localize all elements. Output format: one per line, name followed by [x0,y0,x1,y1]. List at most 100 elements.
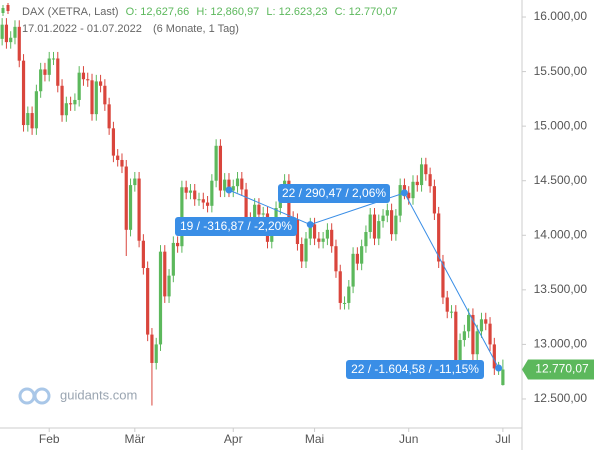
header-icon [1,3,10,16]
candle-body [368,214,372,233]
trend-point [495,364,503,372]
y-tick-label: 16.000,00 [534,9,588,23]
candle-body [69,103,73,105]
y-tick-label: 14.500,00 [534,173,588,187]
candle-body [214,145,218,181]
ohlc-low: L: 12.623,23 [266,6,327,18]
candle-body [171,242,175,276]
candle-body [295,220,300,245]
trendline [228,189,500,369]
candle-body [419,164,424,186]
candle-body [184,187,188,193]
candle-body [424,164,428,175]
candle-body [141,240,145,269]
candle-body [150,334,154,363]
candle-body [462,331,466,341]
candle-body [107,104,111,129]
candle-body [385,210,389,216]
x-tick-label: Mai [305,432,324,446]
candle-body [244,189,248,219]
candle-body [372,214,377,239]
ohlc-high: H: 12,860,97 [196,6,259,18]
candle-body [0,24,4,39]
candle-body [488,323,492,345]
candle-body [407,192,411,199]
trend-point [306,221,314,229]
candle-body [34,91,38,129]
annotation-box [278,184,390,203]
candle-body [94,81,98,115]
candle-body [475,331,479,355]
candle-body [449,311,454,313]
candle-body [111,128,116,156]
candle-body [137,178,141,241]
trend-point [400,189,408,197]
candle-body [120,159,124,167]
candle-body [484,319,488,324]
y-tick-label: 15.000,00 [534,118,588,132]
candle-body [253,204,257,227]
candle-body [154,344,158,363]
candle-body [415,181,419,186]
candle-body [334,246,338,272]
candle-body [235,178,240,187]
annotation-label: 22 / 290,47 / 2,06% [282,186,386,200]
instrument: DAX (XETRA, Last) [22,6,119,18]
candle-body [51,58,56,60]
candle-body [86,79,90,81]
candle-body [458,340,462,363]
candle-body [317,238,321,242]
candle-body [364,232,368,247]
candle-body [116,155,120,160]
y-tick-label: 15.500,00 [534,64,588,78]
candle-body [4,24,9,43]
logo: guidants.com [18,387,137,405]
x-tick-label: Feb [39,432,60,446]
candle-body [218,145,223,191]
candle-body [381,215,385,222]
candle-body [300,244,304,262]
watermark: guidants.com [60,387,137,402]
candle-body [428,174,432,187]
candle-body [158,251,163,345]
candle-body [342,302,347,304]
candle-body [64,103,68,116]
x-tick-label: Mär [124,432,145,446]
candle-body [17,26,21,61]
candle-body [180,187,184,247]
candle-body [394,215,398,235]
period: 17.01.2022 - 01.07.2022 [22,23,142,35]
candle-body [30,113,34,129]
candle-body [492,344,496,369]
candle-body [231,186,235,191]
x-tick-label: Apr [224,432,243,446]
period-note: (6 Monate, 1 Tag) [153,23,239,35]
candle-body [454,311,458,363]
candle-body [441,261,445,298]
candle-body [325,229,330,239]
candle-body [411,181,415,199]
trend-point [225,186,233,194]
candle-body [13,26,17,38]
candle-body [261,213,265,215]
candle-body [146,268,150,335]
x-tick-label: Jul [495,432,510,446]
candle-body [47,58,51,75]
y-tick-label: 13.500,00 [534,282,588,296]
candle-body [193,190,197,200]
x-tick-label: Jun [399,432,418,446]
last-price-tag [522,359,594,380]
candle-body [432,186,437,214]
period-line: 17.01.2022 - 01.07.2022 (6 Monate, 1 Tag… [22,23,239,35]
annotation-box [175,217,297,236]
candle-body [321,238,325,242]
candle-body [205,202,210,206]
candle-body [98,81,103,86]
candle-body [133,178,137,186]
candle-body [39,69,43,92]
candle-body [377,221,381,239]
candle-body [90,80,94,115]
candle-body [312,224,317,239]
